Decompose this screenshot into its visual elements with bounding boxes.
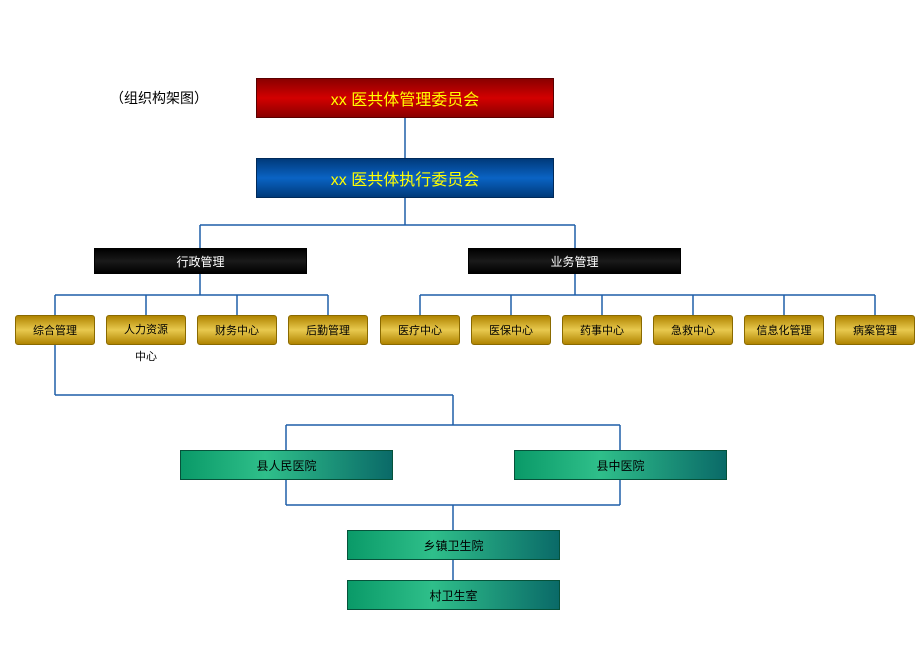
node-label: xx 医共体执行委员会 <box>331 166 479 190</box>
node-township-health-center: 乡镇卫生院 <box>347 530 560 560</box>
node-management-committee: xx 医共体管理委员会 <box>256 78 554 118</box>
node-label: 医疗中心 <box>398 322 442 338</box>
node-label: 乡镇卫生院 <box>423 537 483 554</box>
node-label: 业务管理 <box>550 253 598 270</box>
node-dept-records: 病案管理 <box>835 315 915 345</box>
node-business-management: 业务管理 <box>468 248 681 274</box>
node-label: 医保中心 <box>489 322 533 338</box>
chart-caption: （组织构架图） <box>110 88 208 108</box>
node-label: 人力资源 <box>124 324 168 336</box>
node-dept-hr: 人力资源 <box>106 315 186 345</box>
node-dept-it: 信息化管理 <box>744 315 824 345</box>
node-dept-emergency: 急救中心 <box>653 315 733 345</box>
node-dept-medical: 医疗中心 <box>380 315 460 345</box>
node-dept-general: 综合管理 <box>15 315 95 345</box>
node-executive-committee: xx 医共体执行委员会 <box>256 158 554 198</box>
node-county-people-hospital: 县人民医院 <box>180 450 393 480</box>
node-dept-insurance: 医保中心 <box>471 315 551 345</box>
node-label: 后勤管理 <box>306 322 350 338</box>
node-dept-finance: 财务中心 <box>197 315 277 345</box>
node-label: 财务中心 <box>215 322 259 338</box>
node-label: 信息化管理 <box>757 322 812 338</box>
node-dept-logistics: 后勤管理 <box>288 315 368 345</box>
node-village-clinic: 村卫生室 <box>347 580 560 610</box>
node-label: 村卫生室 <box>429 587 477 604</box>
node-label: 药事中心 <box>580 322 624 338</box>
node-dept-hr-overflow-label: 中心 <box>106 348 186 364</box>
node-label: 急救中心 <box>671 322 715 338</box>
node-dept-pharmacy: 药事中心 <box>562 315 642 345</box>
node-admin-management: 行政管理 <box>94 248 307 274</box>
node-label: xx 医共体管理委员会 <box>331 86 479 110</box>
node-label: 病案管理 <box>853 322 897 338</box>
node-county-tcm-hospital: 县中医院 <box>514 450 727 480</box>
node-label: 县中医院 <box>596 457 644 474</box>
node-label: 县人民医院 <box>256 457 316 474</box>
node-label: 综合管理 <box>33 322 77 338</box>
node-label: 行政管理 <box>176 253 224 270</box>
